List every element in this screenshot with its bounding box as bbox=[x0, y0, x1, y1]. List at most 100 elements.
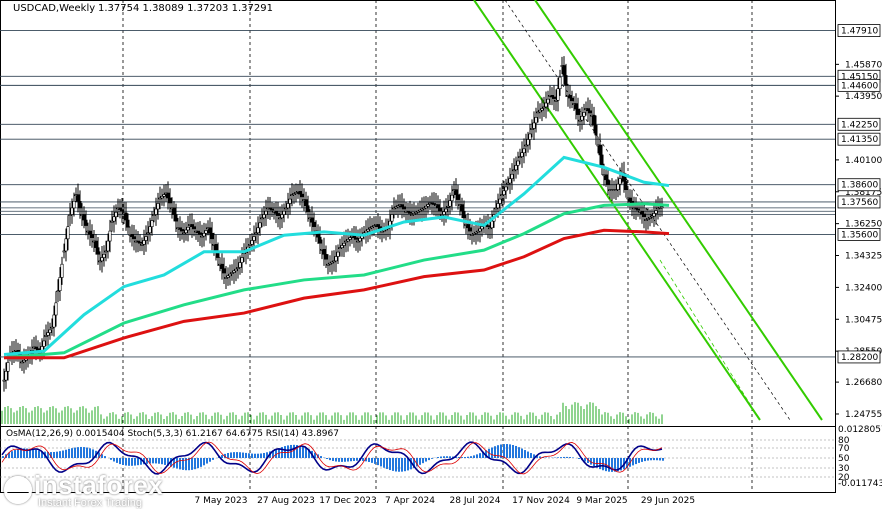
price-bar-body bbox=[624, 181, 628, 190]
price-bar-body bbox=[274, 210, 278, 214]
moving-averages bbox=[3, 155, 670, 360]
price-bar-body bbox=[154, 208, 158, 215]
price-bar-body bbox=[628, 197, 632, 202]
price-bar-body bbox=[392, 207, 396, 210]
price-bar-body bbox=[586, 108, 590, 112]
price-bar-body bbox=[604, 174, 608, 181]
price-tick-label: 1.30475 bbox=[845, 315, 882, 325]
price-bar-body bbox=[250, 240, 254, 245]
level-label-box bbox=[837, 178, 881, 192]
price-bar-body bbox=[68, 214, 72, 216]
price-tick-label: 1.38175 bbox=[845, 188, 882, 198]
level-label-box bbox=[837, 117, 881, 131]
price-bar-body bbox=[354, 237, 358, 240]
price-bar-body bbox=[460, 204, 464, 212]
price-bar-body bbox=[500, 194, 504, 196]
price-bar-body bbox=[102, 253, 106, 258]
price-bar-body bbox=[474, 231, 478, 234]
price-bar-body bbox=[660, 206, 664, 209]
price-bar-body bbox=[298, 191, 302, 195]
level-label: 1.47910 bbox=[841, 27, 878, 37]
price-bar-body bbox=[400, 204, 404, 208]
price-bar-body bbox=[294, 192, 298, 194]
level-label-box bbox=[837, 228, 881, 241]
price-bar-body bbox=[340, 245, 344, 248]
moving-average-line bbox=[3, 202, 670, 360]
price-bar-body bbox=[478, 228, 482, 232]
price-bar-body bbox=[518, 156, 522, 158]
price-bar-body bbox=[568, 95, 572, 99]
price-bar-body bbox=[304, 199, 308, 207]
price-bar-body bbox=[256, 227, 260, 234]
price-bar-body bbox=[260, 217, 264, 220]
price-bar-body bbox=[338, 247, 342, 249]
price-bar-body bbox=[226, 275, 230, 278]
price-bar-body bbox=[254, 232, 258, 235]
time-tick-label: 17 Nov 2024 bbox=[512, 496, 570, 506]
price-bar-body bbox=[220, 263, 224, 269]
level-label: 1.42250 bbox=[841, 120, 878, 130]
price-bar-body bbox=[532, 122, 536, 129]
indicator-tick-label: -0.011743 bbox=[838, 479, 882, 489]
price-tick-label: 1.32400 bbox=[845, 283, 882, 293]
price-bar-body bbox=[480, 226, 484, 230]
price-bar-body bbox=[348, 237, 352, 240]
price-bar-body bbox=[292, 193, 296, 195]
price-bar-body bbox=[306, 205, 310, 213]
time-tick-label: 9 Mar 2025 bbox=[576, 496, 627, 506]
price-bar-body bbox=[588, 110, 592, 114]
price-bar-body bbox=[182, 232, 186, 235]
price-bar-body bbox=[468, 227, 472, 232]
volume-bars bbox=[1, 402, 663, 424]
price-bar-body bbox=[156, 203, 160, 210]
price-bar-body bbox=[640, 210, 644, 215]
price-bar-body bbox=[224, 277, 228, 279]
price-bar-body bbox=[490, 220, 494, 229]
price-bar-body bbox=[100, 257, 104, 262]
price-bar-body bbox=[416, 210, 420, 213]
price-bar-body bbox=[488, 227, 492, 230]
watermark-brand: instaforex bbox=[34, 470, 164, 500]
price-bar-body bbox=[58, 277, 62, 292]
price-bar-body bbox=[252, 236, 256, 241]
price-bar-body bbox=[520, 152, 524, 157]
price-bar-body bbox=[424, 205, 428, 209]
price-tick-label: 1.34325 bbox=[845, 252, 882, 262]
price-bar-body bbox=[264, 210, 268, 215]
price-bar-body bbox=[160, 196, 164, 199]
price-bar-body bbox=[454, 189, 458, 195]
price-bar-body bbox=[60, 263, 64, 278]
price-bar-body bbox=[436, 204, 440, 209]
price-bar-body bbox=[326, 263, 330, 266]
price-bar-body bbox=[580, 115, 584, 121]
price-bar-body bbox=[110, 220, 114, 223]
channel-line bbox=[534, 0, 823, 421]
price-bar-body bbox=[208, 227, 212, 234]
price-bar-body bbox=[594, 124, 598, 136]
price-bar-body bbox=[262, 214, 266, 219]
channel-extension bbox=[659, 259, 761, 421]
stochastic-lines bbox=[1, 441, 663, 475]
moving-average-line bbox=[4, 228, 670, 360]
price-bar-body bbox=[646, 218, 650, 220]
price-bar-body bbox=[622, 172, 626, 182]
time-tick-label: 29 Jun 2025 bbox=[641, 496, 695, 506]
moving-average-line bbox=[3, 155, 670, 356]
price-bar-body bbox=[574, 103, 578, 110]
watermark: instaforex Instant Forex Trading bbox=[4, 470, 163, 509]
price-bar-body bbox=[108, 230, 112, 242]
price-bar-body bbox=[534, 117, 538, 124]
price-bar-body bbox=[512, 169, 516, 172]
price-tick-label: 1.36250 bbox=[845, 220, 882, 230]
price-bar-body bbox=[222, 268, 226, 274]
price-bar-body bbox=[422, 207, 426, 210]
price-bar-body bbox=[546, 98, 550, 104]
price-bar-body bbox=[342, 242, 346, 246]
price-bar-body bbox=[356, 240, 360, 243]
price-bar-body bbox=[614, 189, 618, 191]
price-bar-body bbox=[190, 224, 194, 227]
price-tick-label: 1.24755 bbox=[845, 410, 882, 420]
price-bar-body bbox=[54, 302, 58, 316]
price-bar-body bbox=[510, 173, 514, 179]
